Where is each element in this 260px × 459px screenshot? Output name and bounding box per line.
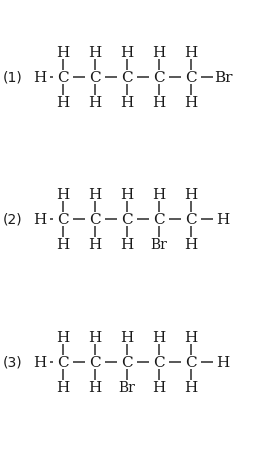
Text: H: H xyxy=(120,237,134,252)
Text: C: C xyxy=(153,71,165,85)
Text: C: C xyxy=(89,355,101,369)
Text: H: H xyxy=(120,330,134,344)
Text: C: C xyxy=(57,213,69,226)
Text: H: H xyxy=(184,330,198,344)
Text: Br: Br xyxy=(119,380,135,394)
Text: H: H xyxy=(33,213,47,226)
Text: C: C xyxy=(185,213,197,226)
Text: H: H xyxy=(120,188,134,202)
Text: C: C xyxy=(185,355,197,369)
Text: H: H xyxy=(88,237,102,252)
Text: C: C xyxy=(89,71,101,85)
Text: (1): (1) xyxy=(3,71,23,85)
Text: H: H xyxy=(152,96,166,110)
Text: C: C xyxy=(121,213,133,226)
Text: H: H xyxy=(184,237,198,252)
Text: (3): (3) xyxy=(3,355,23,369)
Text: H: H xyxy=(56,46,70,60)
Text: H: H xyxy=(120,46,134,60)
Text: C: C xyxy=(57,71,69,85)
Text: H: H xyxy=(56,380,70,394)
Text: H: H xyxy=(33,71,47,85)
Text: H: H xyxy=(88,188,102,202)
Text: H: H xyxy=(56,330,70,344)
Text: H: H xyxy=(184,380,198,394)
Text: H: H xyxy=(216,355,230,369)
Text: H: H xyxy=(184,46,198,60)
Text: H: H xyxy=(184,188,198,202)
Text: H: H xyxy=(56,96,70,110)
Text: H: H xyxy=(152,330,166,344)
Text: (2): (2) xyxy=(3,213,23,226)
Text: H: H xyxy=(56,188,70,202)
Text: C: C xyxy=(89,213,101,226)
Text: C: C xyxy=(153,213,165,226)
Text: H: H xyxy=(88,46,102,60)
Text: C: C xyxy=(121,355,133,369)
Text: H: H xyxy=(184,96,198,110)
Text: H: H xyxy=(56,237,70,252)
Text: C: C xyxy=(57,355,69,369)
Text: Br: Br xyxy=(214,71,232,85)
Text: H: H xyxy=(216,213,230,226)
Text: C: C xyxy=(153,355,165,369)
Text: H: H xyxy=(152,380,166,394)
Text: H: H xyxy=(88,380,102,394)
Text: H: H xyxy=(120,96,134,110)
Text: H: H xyxy=(88,330,102,344)
Text: H: H xyxy=(152,188,166,202)
Text: Br: Br xyxy=(151,237,167,252)
Text: H: H xyxy=(152,46,166,60)
Text: C: C xyxy=(185,71,197,85)
Text: H: H xyxy=(88,96,102,110)
Text: H: H xyxy=(33,355,47,369)
Text: C: C xyxy=(121,71,133,85)
